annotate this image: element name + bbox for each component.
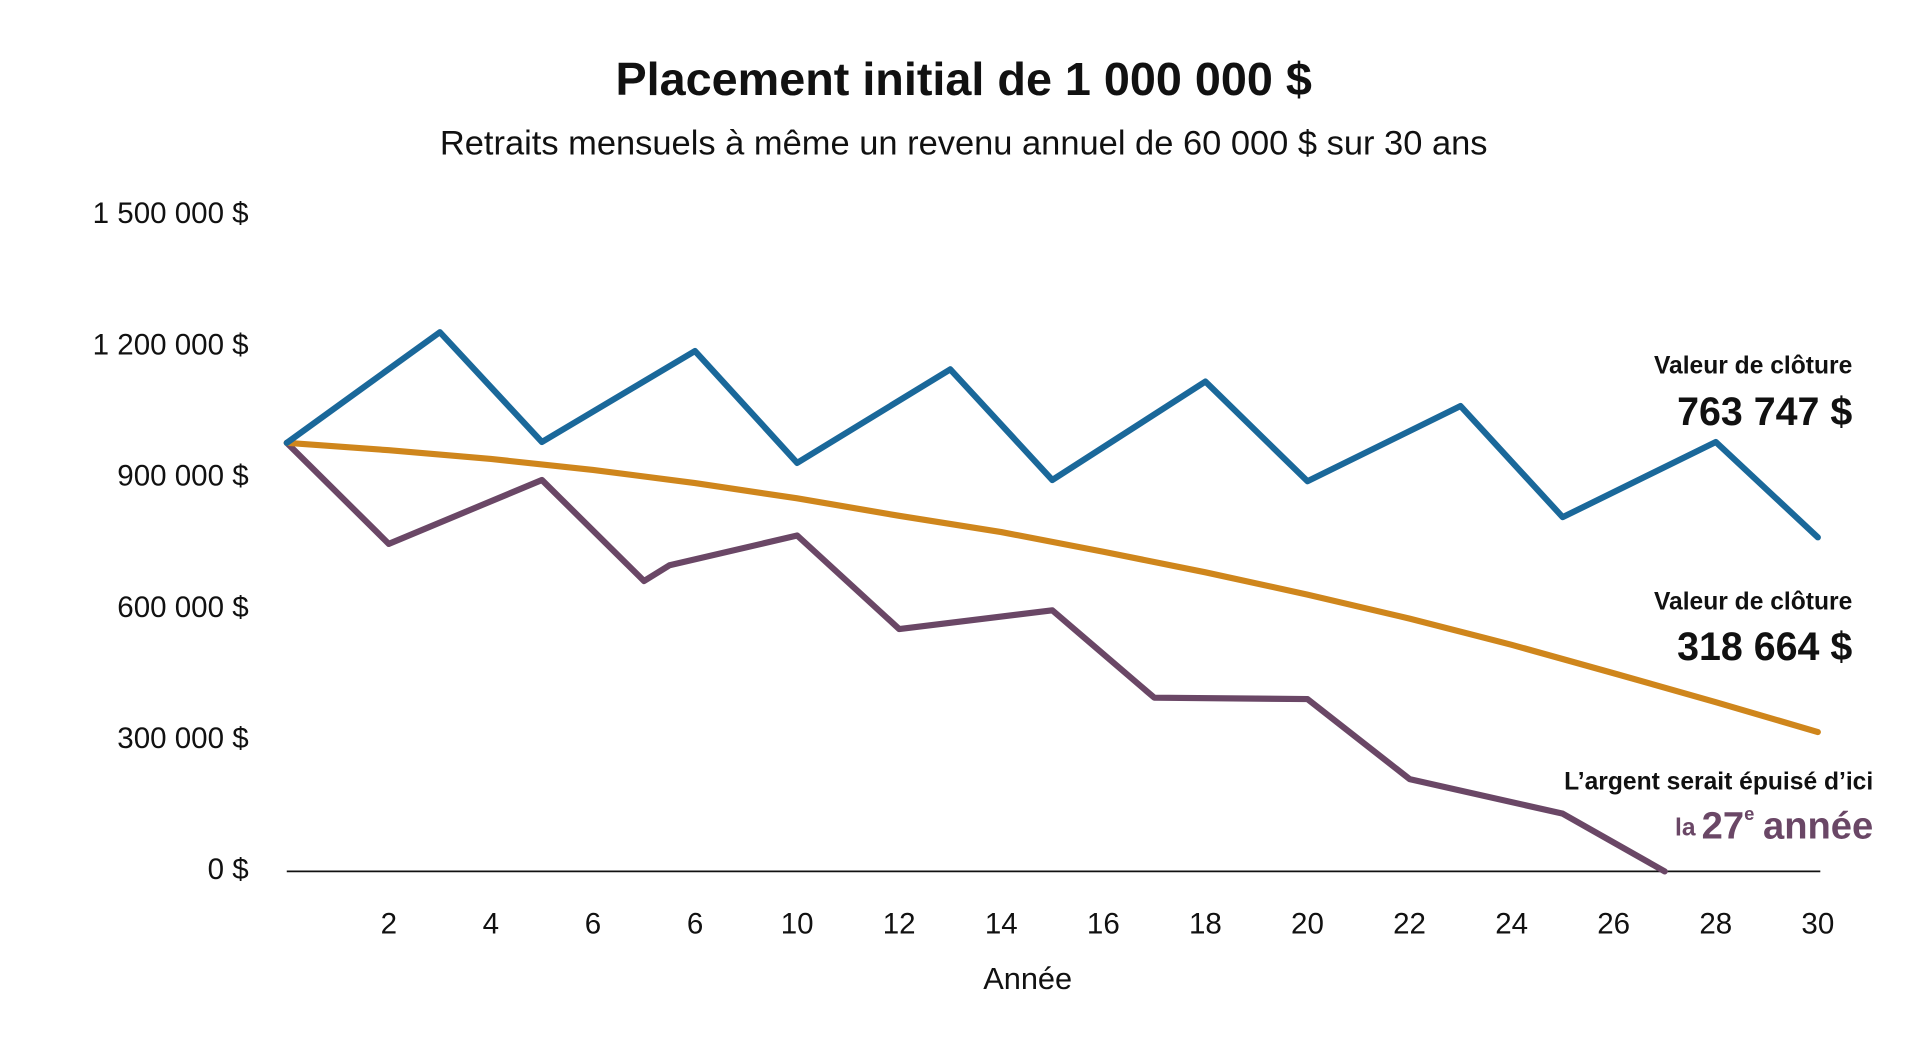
y-tick-label: 1 500 000 $	[93, 197, 249, 230]
chart-title: Placement initial de 1 000 000 $	[615, 53, 1311, 105]
series-line	[283, 439, 1668, 875]
x-tick-label: 2	[381, 907, 397, 940]
x-tick-label: 26	[1597, 907, 1630, 940]
y-tick-label: 1 200 000 $	[93, 328, 249, 361]
x-tick-label: 18	[1189, 907, 1222, 940]
x-axis-label: Année	[983, 961, 1072, 996]
annotation: Valeur de clôture	[1654, 352, 1852, 379]
annotation: la 27e année	[1675, 803, 1873, 848]
x-tick-label: 28	[1699, 907, 1732, 940]
annotation-part: 27	[1702, 804, 1744, 847]
chart-subtitle: Retraits mensuels à même un revenu annue…	[440, 124, 1488, 162]
x-tick-label: 6	[585, 907, 601, 940]
x-tick-label: 20	[1291, 907, 1324, 940]
x-tick-label: 14	[985, 907, 1018, 940]
y-tick-label: 600 000 $	[117, 591, 248, 624]
y-tick-label: 900 000 $	[117, 460, 248, 493]
series-line	[283, 439, 1821, 736]
x-tick-label: 4	[483, 907, 499, 940]
y-tick-label: 300 000 $	[117, 722, 248, 755]
x-tick-label: 24	[1495, 907, 1528, 940]
series-line	[283, 329, 1821, 541]
annotation-part: la	[1675, 814, 1696, 841]
annotation-part: e	[1744, 803, 1754, 824]
x-tick-label: 22	[1393, 907, 1426, 940]
y-tick-label: 0 $	[208, 853, 249, 886]
annotation: 763 747 $	[1677, 390, 1852, 434]
x-tick-label: 12	[883, 907, 916, 940]
annotation: L’argent serait épuisé d’ici	[1564, 768, 1873, 795]
annotation: 318 664 $	[1677, 625, 1852, 669]
x-tick-label: 16	[1087, 907, 1120, 940]
annotation-part: année	[1763, 804, 1873, 847]
x-tick-label: 10	[781, 907, 814, 940]
x-tick-label: 6	[687, 907, 703, 940]
x-tick-label: 30	[1801, 907, 1834, 940]
annotation: Valeur de clôture	[1654, 589, 1852, 616]
